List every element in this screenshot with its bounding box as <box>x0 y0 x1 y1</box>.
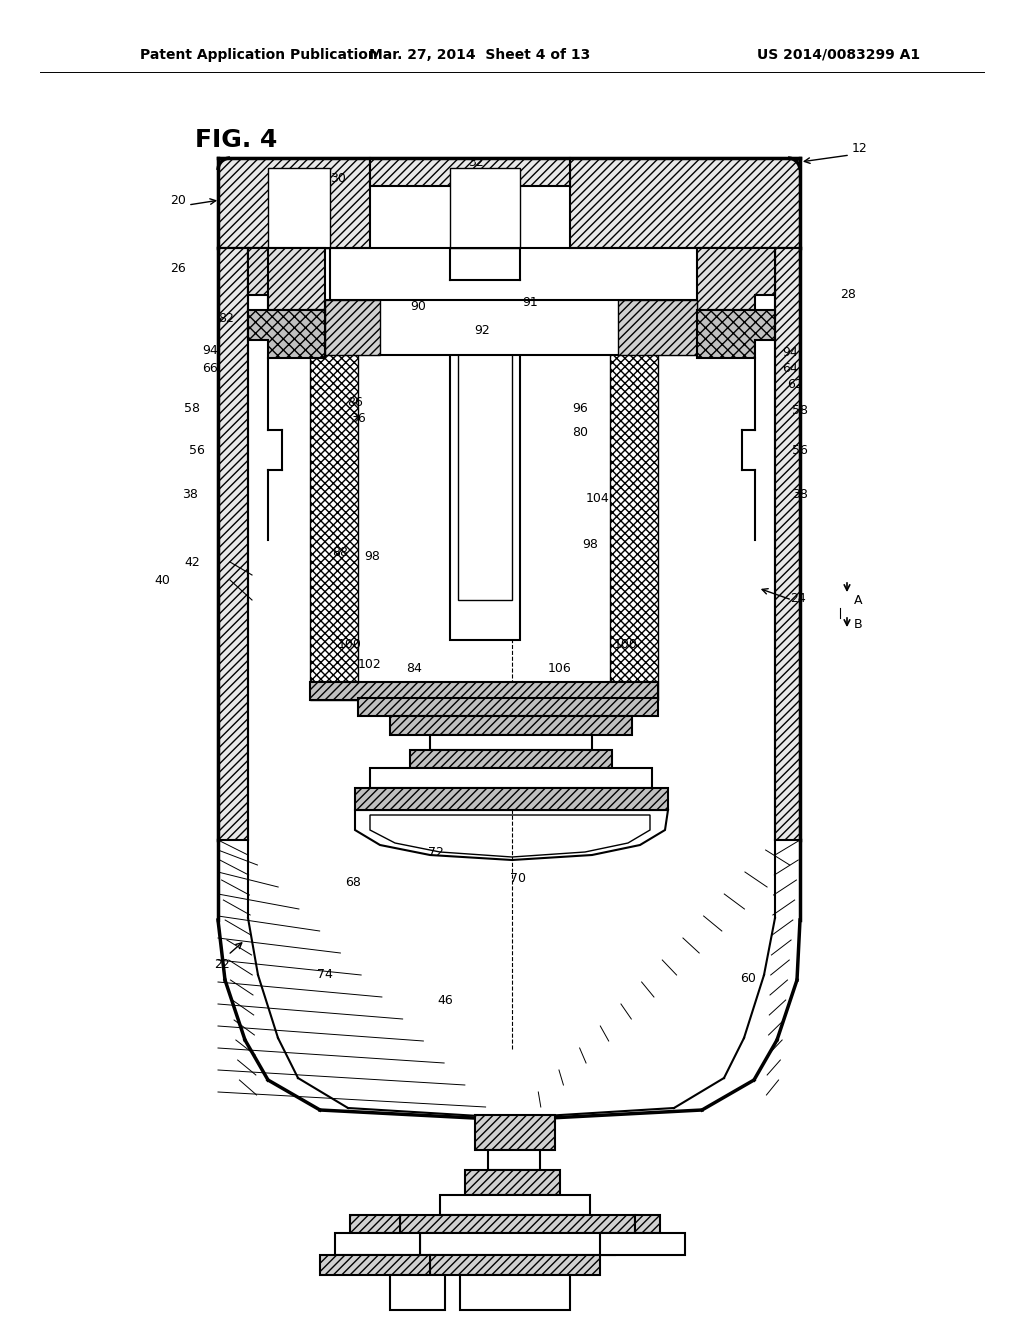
Text: 22: 22 <box>214 958 229 972</box>
Polygon shape <box>355 788 668 810</box>
Text: 56: 56 <box>792 444 808 457</box>
Text: 20: 20 <box>170 194 186 206</box>
Polygon shape <box>370 158 570 186</box>
Text: 28: 28 <box>840 289 856 301</box>
Text: 38: 38 <box>792 488 808 502</box>
Text: 38: 38 <box>182 488 198 502</box>
Polygon shape <box>390 1275 445 1309</box>
Bar <box>310 682 658 700</box>
Text: 68: 68 <box>345 875 360 888</box>
Bar <box>458 330 512 601</box>
Text: 82: 82 <box>218 312 233 325</box>
Polygon shape <box>488 1150 540 1170</box>
Polygon shape <box>475 1115 555 1150</box>
Polygon shape <box>325 300 697 355</box>
Text: 26: 26 <box>170 261 186 275</box>
Polygon shape <box>635 1214 660 1233</box>
Text: 84: 84 <box>407 661 422 675</box>
Text: 86: 86 <box>347 396 362 408</box>
Text: 98: 98 <box>365 549 380 562</box>
Polygon shape <box>400 1214 635 1233</box>
Polygon shape <box>310 310 358 700</box>
Polygon shape <box>430 735 592 750</box>
Polygon shape <box>319 1255 430 1275</box>
Polygon shape <box>325 300 380 355</box>
Bar <box>358 698 658 715</box>
Polygon shape <box>618 300 697 355</box>
Text: FIG. 4: FIG. 4 <box>195 128 278 152</box>
Polygon shape <box>350 1214 400 1233</box>
Polygon shape <box>697 310 775 358</box>
Text: 58: 58 <box>792 404 808 417</box>
Polygon shape <box>610 310 658 700</box>
Text: 88: 88 <box>332 545 348 558</box>
Text: 36: 36 <box>350 412 366 425</box>
Text: 94: 94 <box>782 346 798 359</box>
Text: Patent Application Publication: Patent Application Publication <box>140 48 378 62</box>
Text: 46: 46 <box>437 994 453 1006</box>
Text: 56: 56 <box>189 444 205 457</box>
Text: 24: 24 <box>791 591 806 605</box>
Text: 100: 100 <box>614 639 638 652</box>
Text: 58: 58 <box>184 401 200 414</box>
Text: 100: 100 <box>338 639 361 652</box>
Polygon shape <box>430 1255 600 1275</box>
Text: 30: 30 <box>330 172 346 185</box>
Bar <box>310 310 658 327</box>
Text: 104: 104 <box>586 491 610 504</box>
Polygon shape <box>460 1275 570 1309</box>
Bar <box>450 310 520 640</box>
Polygon shape <box>697 248 775 310</box>
Text: 92: 92 <box>474 323 489 337</box>
Polygon shape <box>248 310 325 358</box>
Text: B: B <box>854 619 862 631</box>
Polygon shape <box>390 715 632 735</box>
Polygon shape <box>410 750 612 768</box>
Text: 66: 66 <box>202 362 218 375</box>
Polygon shape <box>248 248 325 310</box>
Polygon shape <box>268 168 330 248</box>
Text: 32: 32 <box>468 156 484 169</box>
Polygon shape <box>218 248 248 840</box>
Text: 70: 70 <box>510 871 526 884</box>
Text: 74: 74 <box>317 969 333 982</box>
Polygon shape <box>370 768 652 788</box>
Text: A: A <box>854 594 862 606</box>
Text: 72: 72 <box>428 846 444 858</box>
Text: US 2014/0083299 A1: US 2014/0083299 A1 <box>757 48 920 62</box>
Polygon shape <box>570 158 800 248</box>
Polygon shape <box>775 248 800 840</box>
Text: 64: 64 <box>782 362 798 375</box>
Text: 42: 42 <box>184 556 200 569</box>
Text: 90: 90 <box>410 300 426 313</box>
Text: 94: 94 <box>202 343 218 356</box>
Text: 91: 91 <box>522 296 538 309</box>
Text: 96: 96 <box>572 401 588 414</box>
Text: Mar. 27, 2014  Sheet 4 of 13: Mar. 27, 2014 Sheet 4 of 13 <box>370 48 591 62</box>
Polygon shape <box>218 158 370 248</box>
Text: 80: 80 <box>572 425 588 438</box>
Polygon shape <box>440 1195 590 1214</box>
Polygon shape <box>465 1170 560 1195</box>
Text: 60: 60 <box>740 972 756 985</box>
Polygon shape <box>450 168 520 248</box>
Text: 62: 62 <box>787 378 803 391</box>
Polygon shape <box>600 1233 685 1255</box>
Polygon shape <box>335 1233 420 1255</box>
Polygon shape <box>355 810 668 861</box>
Polygon shape <box>420 1233 615 1255</box>
Text: 102: 102 <box>358 659 382 672</box>
Text: 12: 12 <box>852 141 868 154</box>
Text: 98: 98 <box>582 539 598 552</box>
Text: 106: 106 <box>548 661 571 675</box>
Polygon shape <box>370 814 650 857</box>
Text: 40: 40 <box>154 573 170 586</box>
